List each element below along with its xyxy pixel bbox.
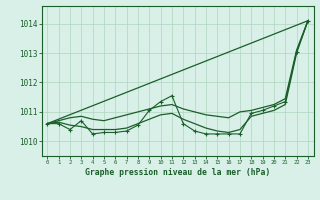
X-axis label: Graphe pression niveau de la mer (hPa): Graphe pression niveau de la mer (hPa) — [85, 168, 270, 177]
